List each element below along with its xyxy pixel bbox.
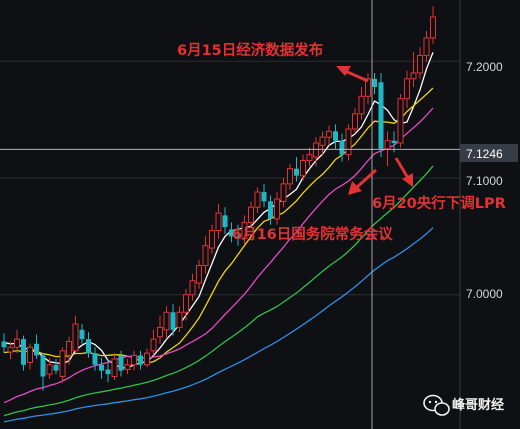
candle-body	[34, 343, 39, 356]
annotation-arrow	[348, 168, 378, 195]
candle-body	[333, 131, 338, 141]
candle-body	[274, 198, 280, 220]
candle-body	[287, 168, 293, 185]
candle-body	[294, 168, 299, 176]
candle-body	[163, 311, 170, 331]
candle-body	[417, 54, 423, 74]
price-axis: 7.2000 7.1000 7.0000 7.1246	[460, 60, 518, 301]
wechat-icon	[423, 394, 450, 416]
candle-body	[79, 329, 85, 340]
annotation-layer: 6月15日经济数据发布 6月16日国务院常务会议 6月20央行下调LPR	[177, 41, 506, 243]
candle-body	[423, 37, 430, 56]
candle-body	[215, 212, 222, 232]
candle-body	[124, 364, 131, 370]
candle-body	[111, 358, 118, 377]
current-price-badge	[460, 144, 518, 162]
candle-body	[352, 113, 358, 130]
candle-body	[53, 364, 59, 371]
annotation-label: 6月16日国务院常务会议	[232, 225, 393, 243]
candle-body	[202, 245, 209, 267]
candle-body	[261, 192, 267, 202]
candle-body	[319, 136, 326, 146]
candle-body	[384, 140, 391, 150]
moving-average-line	[3, 87, 434, 364]
candle-body	[86, 339, 91, 354]
candle-body	[345, 128, 352, 156]
crosshair	[0, 0, 460, 429]
candle-body	[358, 95, 365, 115]
candle-body	[138, 355, 143, 365]
candle-body	[268, 201, 273, 219]
moving-average-line	[3, 227, 434, 423]
candle-body	[241, 221, 248, 240]
grid-layer	[0, 0, 461, 429]
candle-body	[404, 78, 410, 100]
candle-body	[72, 323, 79, 352]
y-tick-label: 7.0000	[466, 287, 503, 301]
candle-layer	[1, 6, 436, 391]
annotation-label: 6月15日经济数据发布	[177, 41, 323, 59]
candle-body	[46, 364, 53, 375]
candle-body	[378, 82, 384, 149]
annotation-arrow	[394, 157, 413, 187]
watermark-text: 峰哥财经	[452, 397, 504, 413]
candle-body	[1, 341, 7, 348]
candle-body	[27, 346, 33, 363]
current-price-label: 7.1246	[466, 147, 503, 161]
candle-body	[144, 352, 150, 366]
candle-body	[410, 72, 417, 80]
candle-body	[183, 294, 189, 313]
candle-body	[430, 16, 436, 39]
candle-body	[196, 265, 202, 284]
candle-body	[339, 140, 345, 155]
candle-body	[7, 346, 14, 353]
candle-body	[313, 142, 319, 158]
candle-body	[150, 338, 157, 352]
candle-body	[176, 311, 183, 328]
y-tick-label: 7.1000	[466, 174, 503, 188]
candle-body	[92, 353, 98, 365]
candle-body	[66, 340, 72, 356]
candle-body	[300, 160, 306, 177]
candle-body	[105, 369, 111, 375]
candle-body	[189, 280, 196, 296]
candle-body	[280, 183, 287, 202]
candle-body	[235, 236, 241, 239]
candle-body	[248, 206, 254, 223]
candle-body	[131, 354, 137, 366]
candle-body	[209, 230, 215, 249]
annotation-arrow	[336, 66, 369, 83]
candle-body	[254, 191, 261, 208]
candle-body	[391, 140, 397, 143]
candle-body	[99, 364, 104, 371]
y-tick-label: 7.2000	[466, 60, 503, 74]
candle-body	[222, 215, 228, 228]
candle-body	[372, 78, 377, 87]
candle-body	[365, 78, 371, 97]
candle-body	[157, 326, 163, 338]
candle-body	[59, 350, 66, 377]
annotation-label: 6月20央行下调LPR	[372, 194, 506, 212]
watermark: 峰哥财经	[423, 394, 504, 416]
candle-body	[118, 355, 124, 371]
candle-body	[326, 130, 332, 138]
candle-body	[21, 339, 26, 365]
moving-average-line	[3, 165, 434, 417]
moving-average-line	[3, 107, 434, 404]
candle-body	[397, 98, 404, 144]
candle-body	[14, 338, 20, 348]
candle-body	[306, 154, 313, 162]
candle-body	[40, 355, 46, 377]
candle-body	[229, 229, 234, 237]
candle-body	[170, 312, 176, 330]
